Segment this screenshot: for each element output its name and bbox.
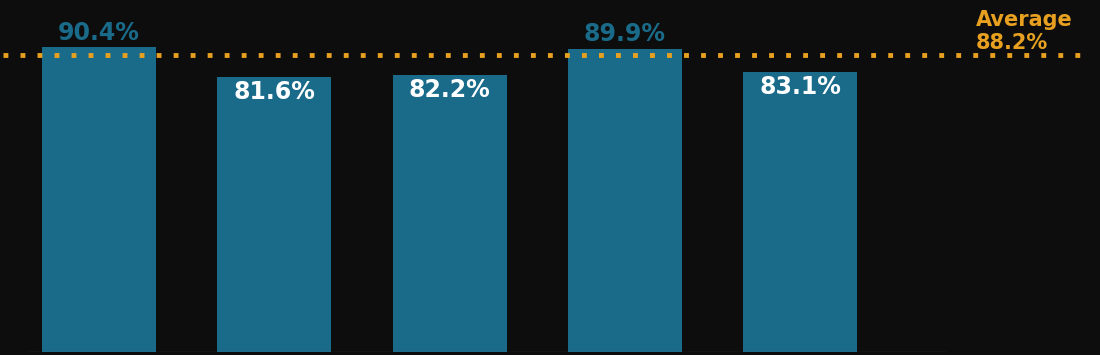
- Text: 82.2%: 82.2%: [409, 78, 491, 102]
- Text: 89.9%: 89.9%: [584, 22, 666, 47]
- Bar: [42, 48, 156, 352]
- Text: Average
88.2%: Average 88.2%: [976, 10, 1072, 53]
- Bar: [393, 75, 506, 352]
- Text: 81.6%: 81.6%: [233, 80, 316, 104]
- Text: 90.4%: 90.4%: [58, 21, 140, 45]
- Text: 83.1%: 83.1%: [759, 75, 842, 99]
- Bar: [218, 77, 331, 352]
- Bar: [568, 49, 682, 352]
- Bar: [744, 72, 857, 352]
